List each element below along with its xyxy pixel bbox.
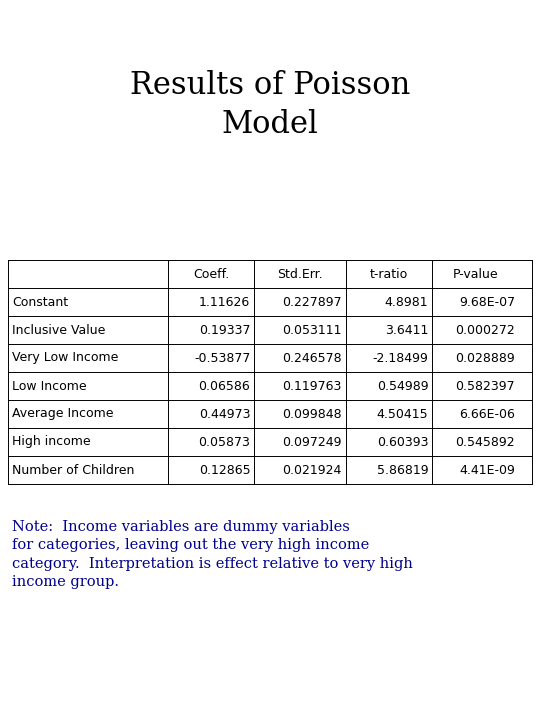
Text: 0.06586: 0.06586 — [199, 379, 250, 392]
Text: 0.119763: 0.119763 — [282, 379, 342, 392]
Text: 0.54989: 0.54989 — [377, 379, 428, 392]
Text: 5.86819: 5.86819 — [377, 464, 428, 477]
Text: 0.60393: 0.60393 — [377, 436, 428, 449]
Text: 0.246578: 0.246578 — [282, 351, 342, 364]
Text: High income: High income — [12, 436, 91, 449]
Text: Constant: Constant — [12, 295, 68, 308]
Text: Std.Err.: Std.Err. — [278, 268, 323, 281]
Text: 0.021924: 0.021924 — [282, 464, 342, 477]
Text: 1.11626: 1.11626 — [199, 295, 250, 308]
Text: P-value: P-value — [453, 268, 498, 281]
Text: 0.000272: 0.000272 — [455, 323, 515, 336]
Text: 0.12865: 0.12865 — [199, 464, 250, 477]
Text: 0.028889: 0.028889 — [455, 351, 515, 364]
Text: 3.6411: 3.6411 — [385, 323, 428, 336]
Text: Average Income: Average Income — [12, 408, 113, 420]
Text: 0.582397: 0.582397 — [455, 379, 515, 392]
Text: 0.053111: 0.053111 — [282, 323, 342, 336]
Text: 6.66E-06: 6.66E-06 — [459, 408, 515, 420]
Text: -0.53877: -0.53877 — [194, 351, 250, 364]
Text: 0.227897: 0.227897 — [282, 295, 342, 308]
Text: Low Income: Low Income — [12, 379, 86, 392]
Text: Inclusive Value: Inclusive Value — [12, 323, 105, 336]
Text: t-ratio: t-ratio — [370, 268, 408, 281]
Text: Note:  Income variables are dummy variables
for categories, leaving out the very: Note: Income variables are dummy variabl… — [12, 520, 413, 589]
Text: 4.41E-09: 4.41E-09 — [459, 464, 515, 477]
Text: Very Low Income: Very Low Income — [12, 351, 118, 364]
Text: 0.099848: 0.099848 — [282, 408, 342, 420]
Text: 4.8981: 4.8981 — [385, 295, 428, 308]
Text: 9.68E-07: 9.68E-07 — [459, 295, 515, 308]
Text: 0.19337: 0.19337 — [199, 323, 250, 336]
Text: Coeff.: Coeff. — [193, 268, 229, 281]
Text: -2.18499: -2.18499 — [373, 351, 428, 364]
Text: Results of Poisson
Model: Results of Poisson Model — [130, 71, 410, 140]
Text: 0.44973: 0.44973 — [199, 408, 250, 420]
Text: 0.097249: 0.097249 — [282, 436, 342, 449]
Text: Number of Children: Number of Children — [12, 464, 134, 477]
Text: 0.545892: 0.545892 — [455, 436, 515, 449]
Text: 4.50415: 4.50415 — [377, 408, 428, 420]
Text: 0.05873: 0.05873 — [198, 436, 250, 449]
